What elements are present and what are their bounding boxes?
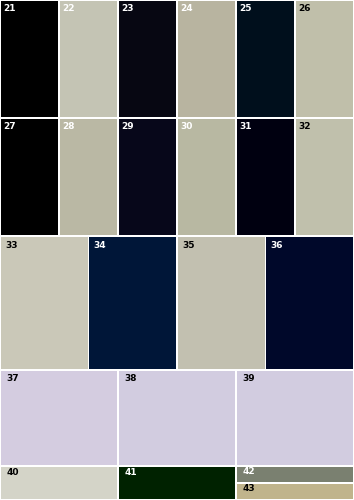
- Text: 40: 40: [6, 468, 19, 476]
- Text: 42: 42: [242, 467, 255, 476]
- Text: 27: 27: [4, 122, 16, 131]
- Text: 29: 29: [121, 122, 134, 131]
- Text: 41: 41: [124, 468, 137, 476]
- Text: 34: 34: [93, 240, 106, 250]
- Text: 38: 38: [124, 374, 137, 382]
- Text: 24: 24: [181, 4, 193, 13]
- Text: 33: 33: [5, 240, 17, 250]
- Text: 30: 30: [181, 122, 193, 131]
- Text: 39: 39: [242, 374, 255, 382]
- Text: 43: 43: [242, 484, 255, 493]
- Text: 23: 23: [121, 4, 134, 13]
- Text: 22: 22: [62, 4, 75, 13]
- Text: 26: 26: [298, 4, 311, 13]
- Text: 31: 31: [239, 122, 252, 131]
- Text: 28: 28: [62, 122, 75, 131]
- Text: 21: 21: [4, 4, 16, 13]
- Text: 25: 25: [239, 4, 252, 13]
- Text: 37: 37: [6, 374, 19, 382]
- Text: 35: 35: [182, 240, 194, 250]
- Text: 36: 36: [270, 240, 283, 250]
- Text: 32: 32: [298, 122, 311, 131]
